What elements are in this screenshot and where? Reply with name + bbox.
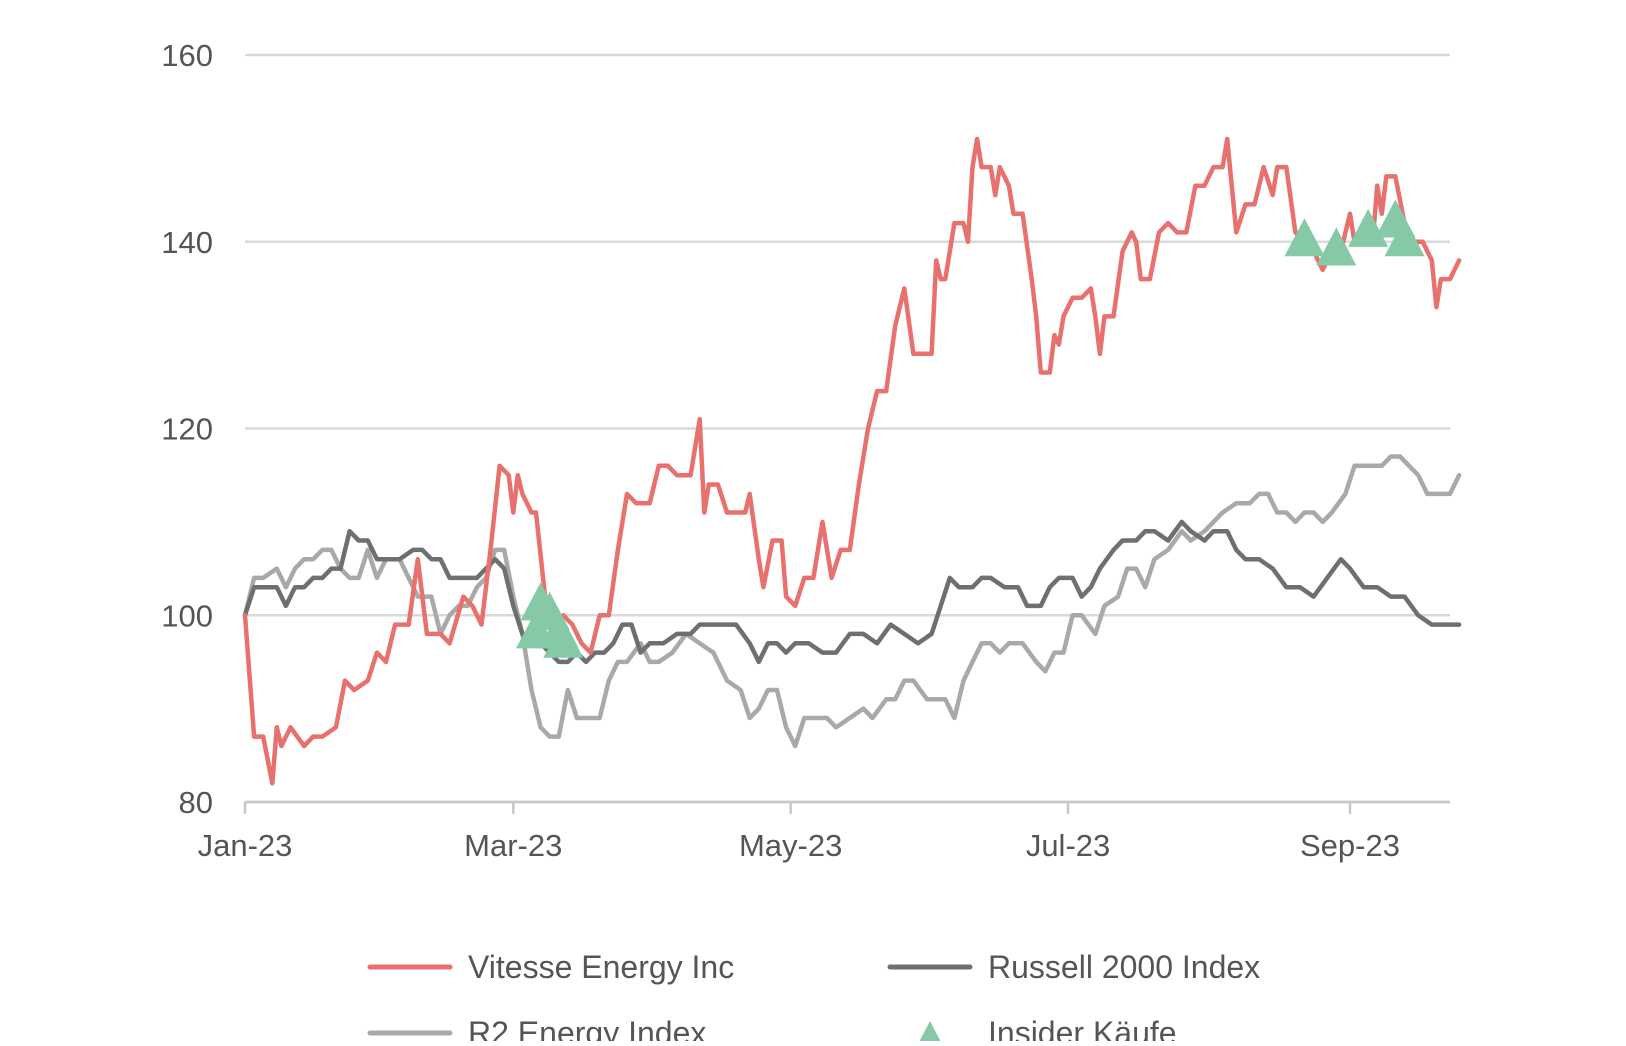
x-tick-label-Jul-23: Jul-23	[1026, 828, 1110, 863]
axes: 80 100 120 140 160 Jan-23 Mar-23 May-23 Jul-23 Se…	[161, 38, 1450, 863]
insider-marker-6	[1316, 227, 1357, 266]
legend-item-3-label: Insider Käufe	[988, 1015, 1177, 1041]
y-tick-label-140: 140	[161, 225, 213, 260]
y-tick-label-100: 100	[161, 598, 213, 633]
legend: Vitesse Energy Inc Russell 2000 Index R2 E…	[367, 949, 1260, 1046]
y-tick-label-160: 160	[161, 38, 213, 73]
x-tick-label-May-23: May-23	[739, 828, 842, 863]
y-tick-label-120: 120	[161, 412, 213, 447]
series-lines	[242, 136, 1462, 786]
legend-item-3-swatch	[919, 1021, 941, 1042]
series-line-russell-2000-index	[242, 519, 1462, 665]
series-line-r2-energy-index	[242, 454, 1462, 749]
insider-marker-5	[1284, 218, 1325, 257]
legend-item-1-label: Russell 2000 Index	[988, 949, 1260, 985]
insider-markers	[516, 199, 1425, 658]
x-tick-label-Sep-23: Sep-23	[1300, 828, 1400, 863]
x-tick-label-Jan-23: Jan-23	[198, 828, 293, 863]
y-tick-label-80: 80	[179, 785, 213, 820]
series-line-vitesse-energy-inc	[242, 136, 1462, 786]
insider-marker-9	[1384, 218, 1425, 257]
gridlines	[245, 53, 1450, 804]
legend-item-0-label: Vitesse Energy Inc	[468, 949, 734, 985]
insider-marker-4	[543, 619, 584, 658]
x-tick-label-Mar-23: Mar-23	[464, 828, 562, 863]
legend-item-2-label: R2 Energy Index	[468, 1015, 706, 1041]
